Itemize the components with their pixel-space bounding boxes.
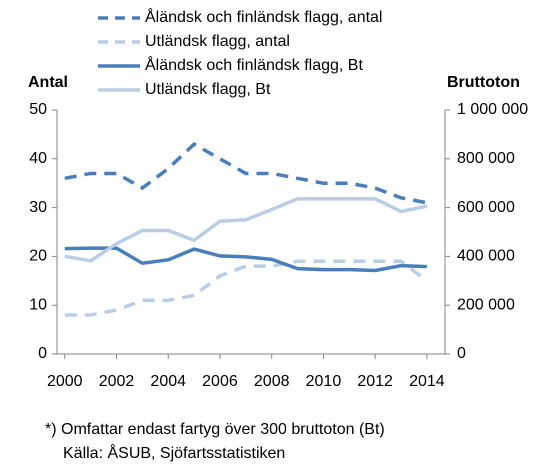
x-tick-label: 2008 <box>254 373 290 390</box>
y-tick-label: 10 <box>29 296 47 313</box>
y-axis-label: Antal <box>28 74 68 91</box>
x-tick-label: 2000 <box>47 373 83 390</box>
y2-tick-label: 200 000 <box>457 296 515 313</box>
legend-label: Åländsk och finländsk flagg, Bt <box>145 55 363 74</box>
y2-tick-label: 800 000 <box>457 150 515 167</box>
y2-axis-label: Bruttoton <box>447 74 520 91</box>
footnote: *) Omfattar endast fartyg över 300 brutt… <box>45 421 385 438</box>
legend-label: Utländsk flagg, Bt <box>145 81 271 98</box>
y2-tick-label: 0 <box>457 345 466 362</box>
series-line <box>64 246 427 273</box>
series-line <box>64 259 428 317</box>
y2-tick-label: 600 000 <box>457 199 515 216</box>
x-tick-label: 2012 <box>357 373 393 390</box>
y2-tick-label: 400 000 <box>457 248 515 265</box>
y-tick-label: 50 <box>29 101 47 118</box>
x-tick-label: 2014 <box>409 373 445 390</box>
x-tick-label: 2010 <box>306 373 342 390</box>
y-tick-label: 20 <box>29 248 47 265</box>
legend-label: Utländsk flagg, antal <box>145 33 290 50</box>
y-tick-label: 30 <box>29 199 47 216</box>
x-tick-label: 2004 <box>150 373 186 390</box>
x-tick-label: 2002 <box>99 373 135 390</box>
x-tick-label: 2006 <box>202 373 238 390</box>
y-tick-label: 0 <box>38 345 47 362</box>
y2-tick-label: 1 000 000 <box>457 101 528 118</box>
series-line <box>64 142 428 205</box>
series-line <box>64 197 428 263</box>
footnote: Källa: ÅSUB, Sjöfartsstatistiken <box>63 443 285 462</box>
y-tick-label: 40 <box>29 150 47 167</box>
legend-label: Åländsk och finländsk flagg, antal <box>145 7 382 26</box>
